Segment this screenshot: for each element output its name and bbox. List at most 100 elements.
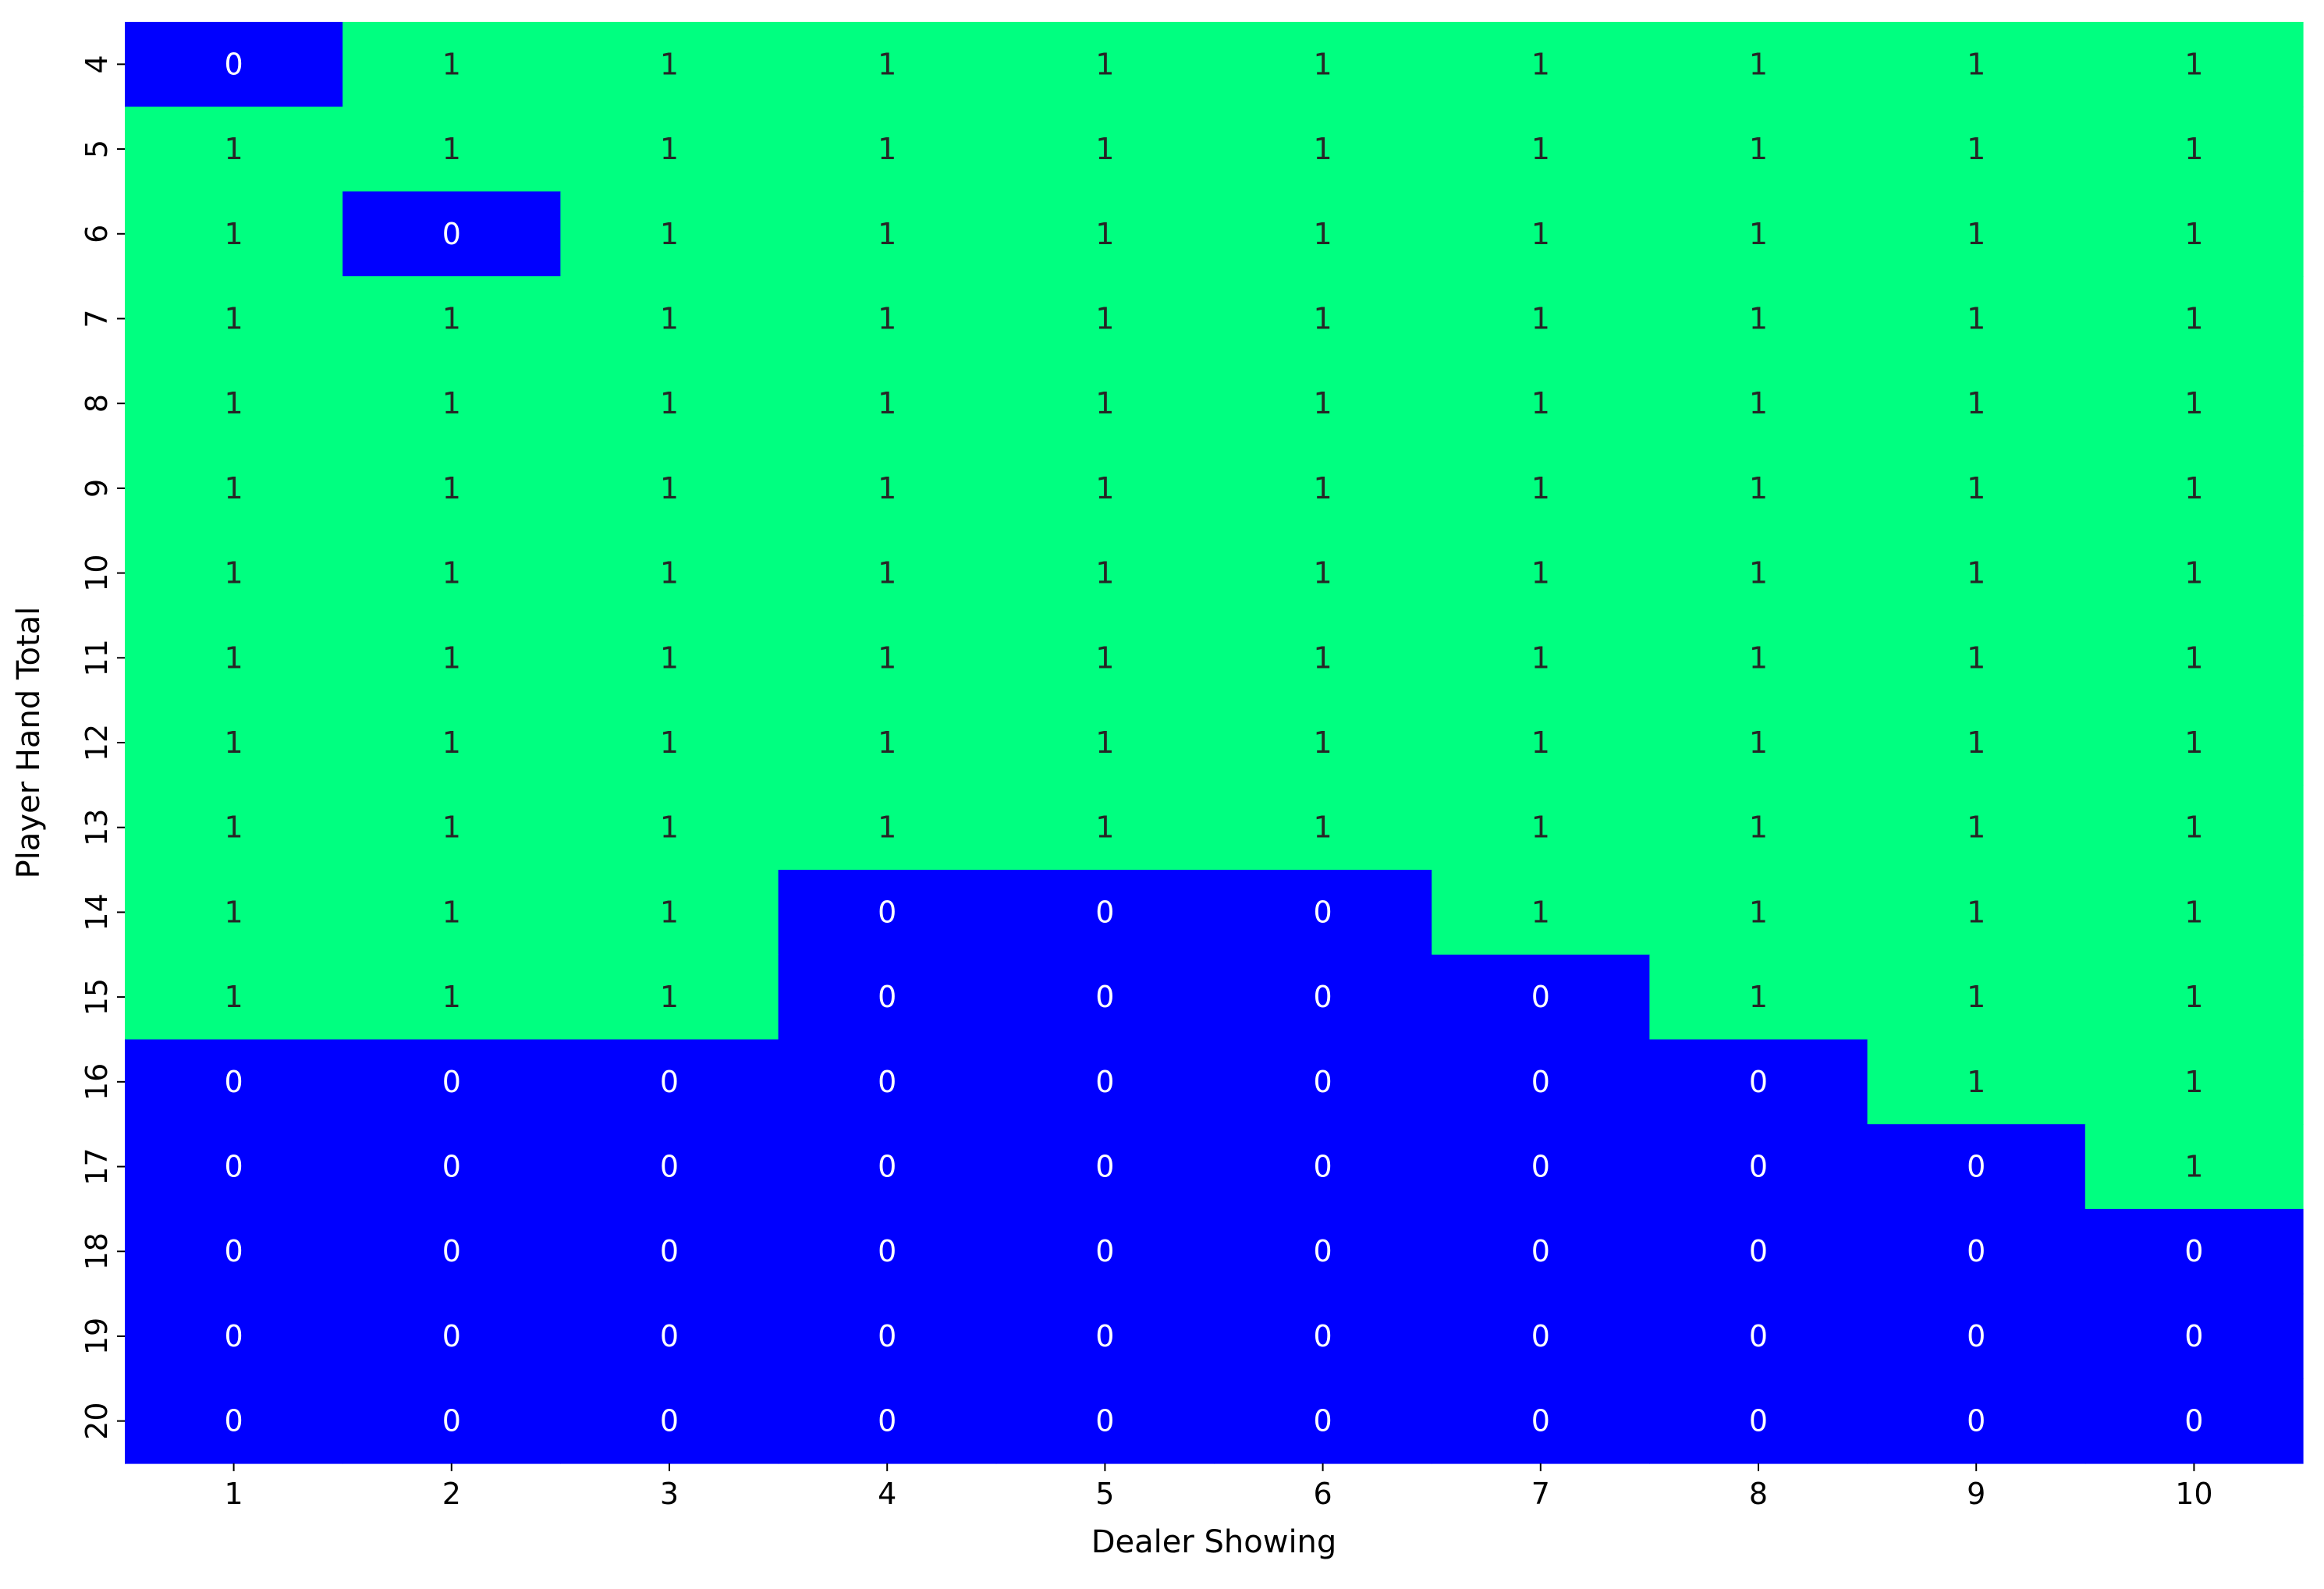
heatmap-cell (125, 1293, 343, 1379)
heatmap-cell (1214, 785, 1432, 871)
cell-value-label: 0 (442, 1319, 461, 1353)
cell-value-label: 1 (2184, 47, 2203, 81)
cell-value-label: 1 (1967, 895, 1985, 929)
heatmap-cell (995, 785, 1215, 871)
heatmap-cell (560, 22, 779, 108)
cell-value-label: 1 (1967, 980, 1985, 1014)
cell-value-label: 1 (225, 301, 243, 335)
heatmap-cell (1649, 700, 1868, 786)
cell-value-label: 1 (2184, 895, 2203, 929)
heatmap-cell (2085, 1208, 2304, 1295)
heatmap-cell (995, 870, 1215, 956)
cell-value-label: 0 (1531, 1319, 1550, 1353)
cell-value-label: 0 (878, 895, 896, 929)
cell-value-label: 0 (1314, 895, 1332, 929)
cell-value-label: 1 (1095, 556, 1114, 591)
heatmap-cell (2085, 191, 2304, 277)
cell-value-label: 1 (2184, 132, 2203, 166)
cell-value-label: 1 (1314, 725, 1332, 760)
y-tick-label: 16 (80, 1063, 114, 1101)
heatmap-cells (125, 22, 2304, 1464)
heatmap-cell (560, 870, 779, 956)
heatmap-cell (1432, 360, 1650, 447)
cell-value-label: 0 (225, 47, 243, 81)
cell-value-label: 1 (1095, 217, 1114, 251)
cell-value-label: 1 (1967, 810, 1985, 845)
cell-value-label: 1 (2184, 301, 2203, 335)
y-axis-label: Player Hand Total (11, 607, 47, 879)
heatmap-cell (995, 530, 1215, 616)
cell-value-label: 1 (442, 895, 461, 929)
cell-value-label: 1 (442, 471, 461, 505)
cell-value-label: 1 (1531, 725, 1550, 760)
heatmap-cell (1214, 700, 1432, 786)
heatmap-cell (2085, 360, 2304, 447)
heatmap-cell (778, 106, 997, 193)
x-tick-label: 10 (2175, 1477, 2212, 1511)
heatmap-cell (995, 615, 1215, 701)
heatmap-cell (1214, 22, 1432, 108)
heatmap-cell (2085, 615, 2304, 701)
cell-value-label: 1 (2184, 1065, 2203, 1099)
cell-value-label: 1 (442, 725, 461, 760)
heatmap-cell (125, 954, 343, 1041)
cell-value-label: 1 (1314, 810, 1332, 845)
cell-value-label: 1 (225, 810, 243, 845)
cell-value-label: 0 (1749, 1234, 1768, 1268)
heatmap-cell (1432, 22, 1650, 108)
heatmap-cell (1867, 191, 2086, 277)
heatmap-cell (1214, 1039, 1432, 1125)
heatmap-cell (342, 1208, 561, 1295)
y-tick-label: 12 (80, 724, 114, 761)
cell-value-label: 1 (1967, 556, 1985, 591)
heatmap-cell (1867, 360, 2086, 447)
x-tick-label: 4 (878, 1477, 896, 1511)
cell-value-label: 1 (225, 217, 243, 251)
heatmap-cell (560, 954, 779, 1041)
cell-value-label: 1 (1531, 895, 1550, 929)
y-tick-label: 5 (80, 140, 114, 158)
cell-value-label: 1 (1531, 810, 1550, 845)
cell-value-label: 0 (878, 1065, 896, 1099)
cell-value-label: 0 (1095, 1150, 1114, 1184)
y-tick-label: 10 (80, 554, 114, 591)
cell-value-label: 0 (225, 1404, 243, 1438)
cell-value-label: 0 (1095, 980, 1114, 1014)
heatmap-cell (1432, 191, 1650, 277)
cell-value-label: 1 (1749, 471, 1768, 505)
cell-value-label: 1 (1967, 132, 1985, 166)
heatmap-cell (1432, 1124, 1650, 1210)
cell-value-label: 1 (442, 386, 461, 420)
heatmap-cell (1649, 106, 1868, 193)
cell-value-label: 1 (225, 725, 243, 760)
cell-value-label: 0 (878, 1319, 896, 1353)
heatmap-cell (778, 276, 997, 362)
heatmap-cell (125, 700, 343, 786)
cell-value-label: 0 (1095, 1065, 1114, 1099)
cell-value-label: 0 (442, 1404, 461, 1438)
heatmap-cell (1432, 1293, 1650, 1379)
heatmap-cell (1867, 1124, 2086, 1210)
cell-value-label: 0 (442, 217, 461, 251)
heatmap-cell (1867, 870, 2086, 956)
heatmap-cell (342, 445, 561, 531)
heatmap-cell (342, 360, 561, 447)
heatmap-cell (1214, 1378, 1432, 1464)
cell-value-label: 0 (1749, 1150, 1768, 1184)
cell-value-label: 0 (1749, 1404, 1768, 1438)
y-tick-label: 19 (80, 1318, 114, 1355)
cell-value-label: 1 (2184, 725, 2203, 760)
heatmap-cell (1432, 1039, 1650, 1125)
cell-value-label: 1 (1749, 640, 1768, 675)
cell-value-label: 0 (1531, 1150, 1550, 1184)
cell-value-label: 0 (1314, 1065, 1332, 1099)
heatmap-cell (342, 1378, 561, 1464)
heatmap-cell (1214, 445, 1432, 531)
cell-value-label: 1 (878, 132, 896, 166)
heatmap-cell (1214, 1124, 1432, 1210)
heatmap-cell (125, 615, 343, 701)
cell-value-label: 1 (660, 895, 679, 929)
y-tick-label: 11 (80, 639, 114, 676)
heatmap-cell (1649, 191, 1868, 277)
heatmap-cell (1214, 191, 1432, 277)
